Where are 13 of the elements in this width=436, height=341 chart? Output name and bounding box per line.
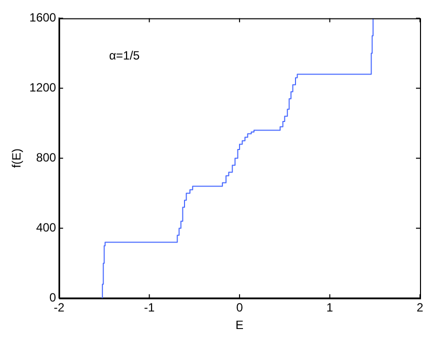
y-tick-label: 1600 bbox=[29, 10, 56, 25]
y-axis-title: f(E) bbox=[10, 148, 24, 168]
x-tick-label: -1 bbox=[144, 300, 155, 315]
x-tick-label: 0 bbox=[236, 300, 244, 315]
x-tick-label: 2 bbox=[416, 300, 424, 315]
y-tick-label: 800 bbox=[36, 150, 56, 165]
annotation: α=1/5 bbox=[109, 48, 140, 63]
y-tick-label: 400 bbox=[36, 220, 56, 235]
x-axis-title: E bbox=[236, 318, 244, 332]
x-tick-label: 1 bbox=[326, 300, 334, 315]
y-tick-label: 0 bbox=[49, 290, 56, 305]
y-tick-label: 1200 bbox=[29, 80, 56, 95]
x-tick-label: -2 bbox=[54, 300, 65, 315]
